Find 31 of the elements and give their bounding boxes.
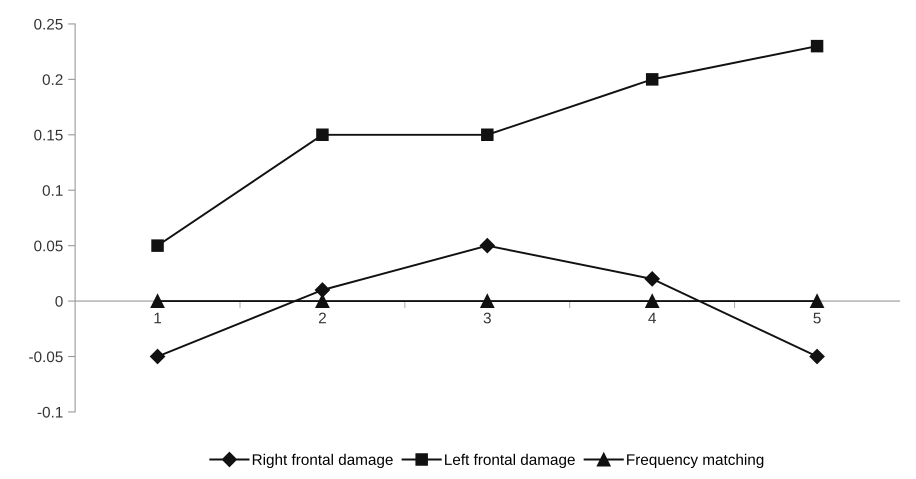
- y-tick-label: 0: [55, 296, 63, 307]
- point: [150, 348, 166, 364]
- point: [480, 238, 495, 254]
- y-tick-label: 0.2: [42, 74, 63, 86]
- x-tick-label: 1: [154, 312, 162, 324]
- x-tick-label: 4: [648, 312, 656, 324]
- point: [151, 239, 164, 252]
- y-tick-label: 0.1: [42, 185, 63, 196]
- y-tick-label: -0.1: [38, 406, 63, 418]
- y-tick-label: 0.15: [34, 130, 63, 140]
- point: [481, 128, 494, 142]
- point: [480, 294, 494, 308]
- legend-label: Left frontal damage: [445, 454, 575, 468]
- legend-label: Right frontal damage: [252, 454, 393, 468]
- point: [810, 40, 824, 52]
- point: [315, 294, 330, 308]
- point: [645, 294, 660, 308]
- legend-label: Frequency matching: [627, 454, 764, 468]
- point: [810, 348, 825, 364]
- x-tick-label: 3: [484, 312, 491, 324]
- x-tick-label: 5: [813, 312, 821, 324]
- x-tick-label: 2: [318, 312, 326, 324]
- y-tick-label: 0.05: [34, 240, 63, 252]
- point: [150, 294, 164, 308]
- y-tick-label: -0.05: [29, 351, 63, 362]
- point: [314, 282, 330, 298]
- point: [316, 128, 329, 142]
- point: [646, 73, 658, 86]
- point: [810, 294, 824, 308]
- y-tick-label: 0.25: [34, 18, 63, 30]
- point: [644, 271, 660, 286]
